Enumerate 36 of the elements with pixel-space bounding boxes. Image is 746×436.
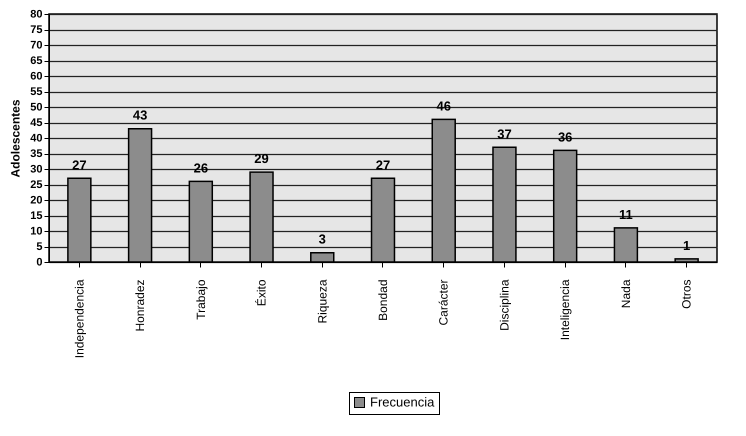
x-tick-label: Disciplina	[497, 279, 512, 331]
y-tick-label: 80	[30, 8, 42, 20]
x-tick-label: Trabajo	[194, 279, 208, 320]
x-tick-label: Honradez	[133, 280, 148, 332]
x-tick-label: Otros	[680, 280, 694, 309]
y-tick-label: 60	[30, 70, 42, 82]
y-tick-label: 0	[36, 256, 42, 268]
data-label: 3	[318, 232, 326, 247]
y-tick-label: 55	[30, 86, 42, 98]
y-tick-label: 40	[30, 132, 42, 144]
legend-label: Frecuencia	[370, 394, 436, 410]
x-tick-label: Inteligencia	[558, 279, 572, 340]
data-label: 29	[254, 151, 269, 166]
x-tick-label: Bondad	[376, 280, 390, 321]
data-label: 27	[376, 157, 390, 172]
y-tick-label: 10	[30, 226, 42, 238]
data-label: 43	[132, 108, 148, 123]
y-tick-label: 5	[36, 241, 42, 253]
x-tick-label: Riqueza	[315, 279, 330, 324]
y-axis-title: Adolescentes	[8, 99, 22, 178]
y-tick-label: 75	[30, 24, 42, 36]
y-tick-label: 30	[30, 164, 42, 176]
y-tick-label: 70	[30, 40, 42, 52]
y-tick-label: 65	[30, 55, 42, 67]
y-tick-label: 15	[30, 210, 42, 222]
data-label: 37	[497, 126, 512, 142]
y-tick-label: 20	[30, 194, 42, 206]
y-tick-label: 45	[30, 117, 42, 129]
y-tick-label: 25	[30, 179, 42, 191]
x-tick-label: Éxito	[254, 279, 269, 306]
data-label: 27	[72, 157, 87, 172]
y-tick-label: 50	[30, 102, 42, 114]
y-tick-label: 35	[30, 148, 42, 160]
x-tick-label: Nada	[618, 279, 633, 308]
x-tick-label: Carácter	[436, 280, 451, 326]
x-tick-label: Independencia	[72, 279, 86, 358]
